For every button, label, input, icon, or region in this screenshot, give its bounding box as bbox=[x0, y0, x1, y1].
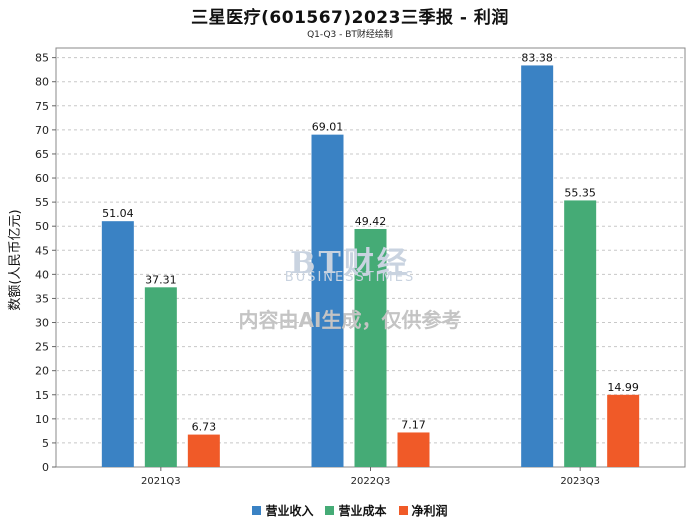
y-tick-label: 40 bbox=[35, 268, 49, 281]
chart-title: 三星医疗(601567)2023三季报 - 利润 bbox=[191, 8, 509, 28]
legend-label-cost: 营业成本 bbox=[338, 504, 387, 518]
x-tick-label: 2023Q3 bbox=[560, 476, 600, 487]
y-tick-label: 15 bbox=[35, 389, 49, 402]
legend-item-net-profit[interactable]: 净利润 bbox=[398, 502, 448, 519]
legend: 营业收入 营业成本 净利润 bbox=[0, 502, 700, 519]
y-tick-label: 45 bbox=[35, 244, 49, 257]
data-label: 55.35 bbox=[564, 186, 596, 199]
y-axis-label: 数额(人民币亿元) bbox=[8, 209, 23, 310]
bar bbox=[101, 221, 134, 467]
bar bbox=[521, 65, 554, 467]
data-label: 37.31 bbox=[145, 273, 177, 286]
bar bbox=[144, 287, 177, 467]
bar bbox=[397, 432, 430, 467]
x-tick-label: 2022Q3 bbox=[351, 476, 391, 487]
y-tick-label: 30 bbox=[35, 317, 49, 330]
y-tick-label: 75 bbox=[35, 100, 49, 113]
data-label: 51.04 bbox=[102, 207, 134, 220]
y-tick-label: 85 bbox=[35, 52, 49, 65]
legend-label-revenue: 营业收入 bbox=[265, 504, 314, 518]
y-tick-label: 55 bbox=[35, 196, 49, 209]
data-label: 14.99 bbox=[607, 381, 639, 394]
legend-swatch-cost bbox=[325, 506, 335, 515]
bar bbox=[564, 200, 597, 467]
watermark-notice: 内容由AI生成，仅供参考 bbox=[238, 308, 462, 332]
y-tick-label: 80 bbox=[35, 76, 49, 89]
y-tick-label: 25 bbox=[35, 341, 49, 354]
x-tick-label: 2021Q3 bbox=[141, 476, 181, 487]
bar bbox=[187, 434, 220, 467]
bar bbox=[311, 134, 344, 468]
legend-item-cost[interactable]: 营业成本 bbox=[325, 502, 387, 519]
legend-swatch-revenue bbox=[252, 506, 262, 515]
bar bbox=[354, 228, 387, 467]
data-label: 49.42 bbox=[355, 215, 387, 228]
y-tick-label: 60 bbox=[35, 172, 49, 185]
legend-item-revenue[interactable]: 营业收入 bbox=[252, 502, 313, 519]
data-label: 7.17 bbox=[401, 418, 426, 431]
y-tick-label: 70 bbox=[35, 124, 49, 137]
y-tick-label: 0 bbox=[42, 461, 49, 474]
watermark-logo: BT财经 bbox=[290, 246, 410, 281]
y-tick-label: 35 bbox=[35, 292, 49, 305]
y-axis-label-wrap: 数额(人民币亿元) bbox=[2, 170, 28, 350]
y-tick-label: 10 bbox=[35, 413, 49, 426]
y-tick-label: 65 bbox=[35, 148, 49, 161]
data-label: 83.38 bbox=[521, 51, 553, 64]
data-label: 6.73 bbox=[192, 421, 217, 434]
chart-subtitle: Q1-Q3 - BT财经绘制 bbox=[307, 30, 393, 40]
data-label: 69.01 bbox=[312, 121, 344, 134]
y-tick-label: 50 bbox=[35, 220, 49, 233]
bar bbox=[607, 394, 640, 467]
y-tick-label: 5 bbox=[42, 437, 49, 450]
legend-swatch-net-profit bbox=[398, 506, 408, 515]
watermark-logo-sub: BUSINESSTIMES bbox=[284, 270, 416, 285]
legend-label-net-profit: 净利润 bbox=[411, 504, 448, 518]
y-tick-label: 20 bbox=[35, 365, 49, 378]
